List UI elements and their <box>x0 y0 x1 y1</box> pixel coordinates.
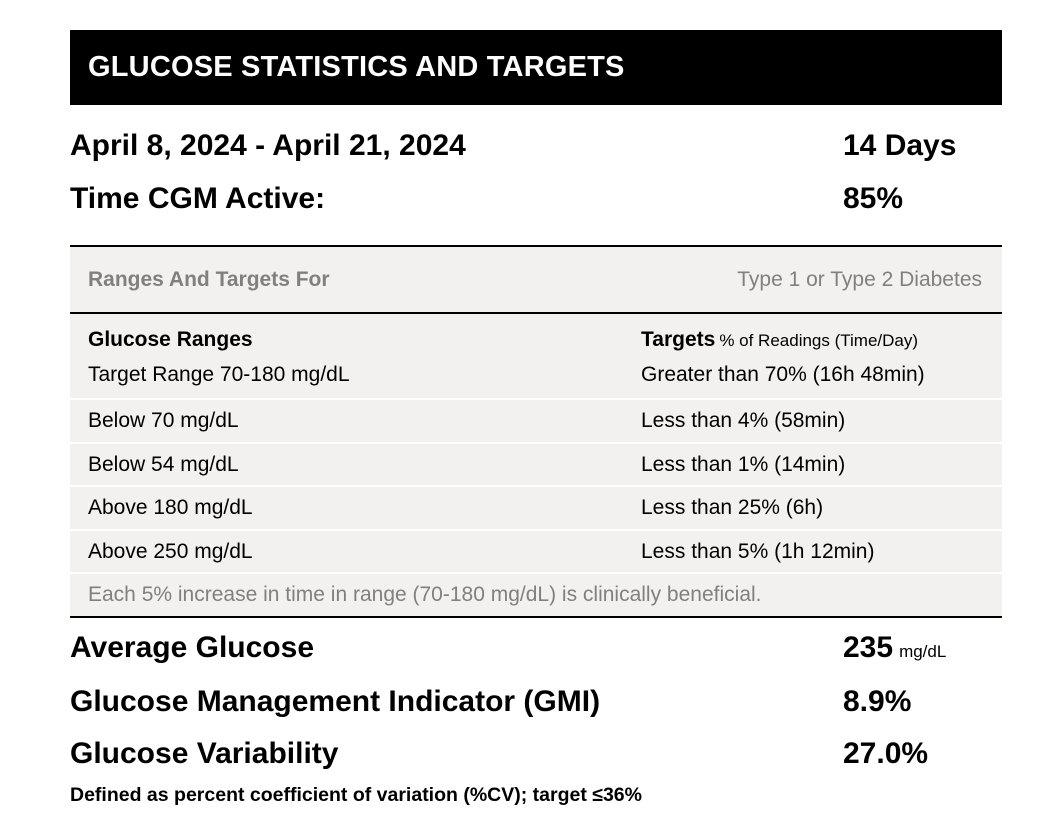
glucose-variability-label: Glucose Variability <box>70 737 339 770</box>
glucose-ranges-heading: Glucose Ranges <box>88 328 253 351</box>
range-cell: Target Range 70-180 mg/dL <box>88 363 350 386</box>
report-header: GLUCOSE STATISTICS AND TARGETS <box>70 30 1002 105</box>
table-row: Above 250 mg/dL Less than 5% (1h 12min) <box>70 531 1002 574</box>
ranges-targets-table: Ranges And Targets For Type 1 or Type 2 … <box>70 245 1002 618</box>
days-count: 14 Days <box>843 129 957 162</box>
range-cell: Below 54 mg/dL <box>88 452 239 476</box>
variability-definition: Defined as percent coefficient of variat… <box>70 784 642 806</box>
table-row: Below 70 mg/dL Less than 4% (58min) <box>70 400 1002 444</box>
table-row: Below 54 mg/dL Less than 1% (14min) <box>70 444 1002 487</box>
glucose-variability-value: 27.0% <box>843 737 929 770</box>
average-glucose-label: Average Glucose <box>70 631 314 664</box>
date-range: April 8, 2024 - April 21, 2024 <box>70 129 466 162</box>
ranges-header-label: Ranges And Targets For <box>88 268 330 291</box>
average-glucose-value: 235 mg/dL <box>843 628 946 672</box>
average-glucose-number: 235 <box>843 631 894 664</box>
target-cell: Less than 1% (14min) <box>641 452 846 476</box>
range-cell: Above 180 mg/dL <box>88 496 253 519</box>
glucose-variability-row: Glucose Variability 27.0% <box>70 734 1002 774</box>
report-title: GLUCOSE STATISTICS AND TARGETS <box>88 51 625 83</box>
target-cell: Less than 4% (58min) <box>641 409 846 432</box>
cgm-active-row: Time CGM Active: 85% <box>70 179 1002 219</box>
ranges-table-footer: Each 5% increase in time in range (70-18… <box>70 574 1002 616</box>
table-row: Glucose Ranges Target Range 70-180 mg/dL… <box>70 314 1002 400</box>
targets-heading: Targets% of Readings (Time/Day) <box>641 328 918 352</box>
gmi-value: 8.9% <box>843 685 912 718</box>
targets-heading-subtitle: % of Readings (Time/Day) <box>719 331 919 350</box>
target-cell: Greater than 70% (16h 48min) <box>641 363 925 386</box>
target-cell: Less than 25% (6h) <box>641 496 824 519</box>
gmi-row: Glucose Management Indicator (GMI) 8.9% <box>70 682 1002 722</box>
cgm-active-value: 85% <box>843 182 904 215</box>
date-range-row: April 8, 2024 - April 21, 2024 14 Days <box>70 126 1002 166</box>
range-cell: Below 70 mg/dL <box>88 409 239 432</box>
table-row: Above 180 mg/dL Less than 25% (6h) <box>70 487 1002 531</box>
diabetes-type: Type 1 or Type 2 Diabetes <box>737 268 982 291</box>
ranges-table-header: Ranges And Targets For Type 1 or Type 2 … <box>70 247 1002 314</box>
cgm-active-label: Time CGM Active: <box>70 182 326 215</box>
average-glucose-row: Average Glucose 235 mg/dL <box>70 628 1002 668</box>
range-cell: Above 250 mg/dL <box>88 539 253 563</box>
gmi-label: Glucose Management Indicator (GMI) <box>70 685 601 718</box>
time-in-range-note: Each 5% increase in time in range (70-18… <box>88 583 762 606</box>
targets-heading-bold: Targets <box>641 328 716 351</box>
target-cell: Less than 5% (1h 12min) <box>641 539 875 563</box>
average-glucose-unit: mg/dL <box>899 642 947 661</box>
